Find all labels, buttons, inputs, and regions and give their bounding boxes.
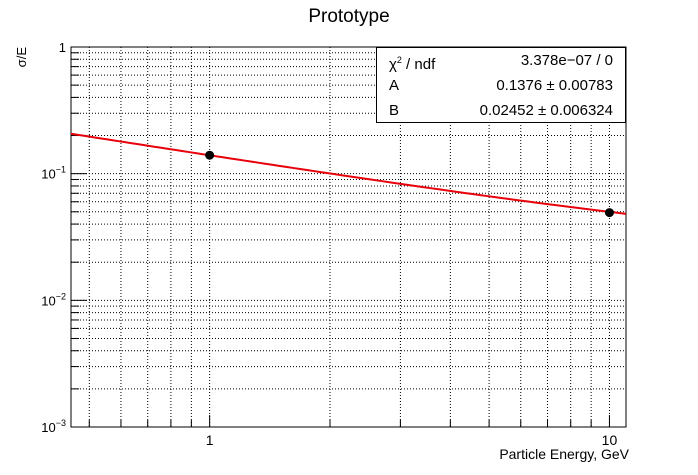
stats-chi2-label: χ2 / ndf: [389, 55, 436, 73]
stats-row-b: B 0.02452 ± 0.006324: [377, 98, 625, 123]
stats-row-a: A 0.1376 ± 0.00783: [377, 73, 625, 98]
stats-param-name: B: [389, 102, 400, 119]
x-tick-label: 1: [206, 432, 214, 448]
axis-tick-labels: 1 10 10−3 10−2 10−1 1: [41, 40, 617, 448]
y-axis-label: σ/E: [14, 47, 29, 68]
y-tick-label: 10−2: [41, 291, 66, 308]
x-axis-label: Particle Energy, GeV: [499, 446, 629, 462]
fit-stats-box: χ2 / ndf 3.378e−07 / 0 A 0.1376 ± 0.0078…: [376, 47, 626, 123]
stats-row-chi2: χ2 / ndf 3.378e−07 / 0: [377, 48, 625, 73]
x-tick-label: 10: [602, 432, 618, 448]
data-points: [205, 150, 614, 218]
stats-chi2-value: 3.378e−07 / 0: [520, 52, 613, 69]
data-point: [604, 208, 614, 218]
y-tick-label: 1: [59, 40, 66, 55]
y-tick-label: 10−1: [41, 165, 66, 182]
data-point: [205, 150, 215, 160]
chart-title: Prototype: [308, 6, 389, 27]
stats-param-value: 0.1376 ± 0.00783: [496, 77, 613, 94]
y-tick-label: 10−3: [41, 418, 66, 435]
stats-param-name: A: [389, 77, 400, 94]
axis-ticks: [71, 46, 610, 428]
plot-frame: [70, 46, 627, 428]
fit-curve: [70, 132, 627, 215]
stats-param-value: 0.02452 ± 0.006324: [479, 102, 613, 119]
